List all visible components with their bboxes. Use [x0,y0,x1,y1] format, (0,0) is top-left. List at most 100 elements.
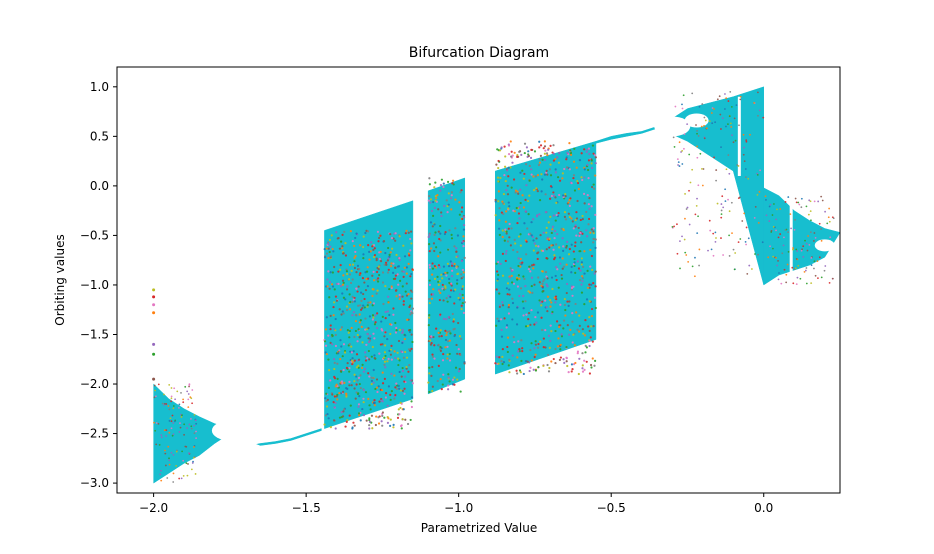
scatter-point [354,397,357,400]
scatter-point [543,140,546,143]
scatter-point [525,184,528,187]
scatter-point [451,378,455,381]
scatter-point [579,218,582,222]
scatter-point [719,113,722,116]
scatter-point [383,377,386,381]
scatter-point [555,278,558,282]
scatter-point [796,276,799,279]
x-tick-label: −1.0 [444,501,473,515]
scatter-point [583,202,586,205]
scatter-point [324,414,328,417]
scatter-point [433,206,436,209]
scatter-point [541,282,544,285]
scatter-point [566,151,569,154]
scatter-point [559,356,563,359]
scatter-point [410,400,413,403]
scatter-point [389,251,392,254]
scatter-point [521,169,524,172]
scatter-point [410,272,413,276]
scatter-point [571,368,574,371]
scatter-point [794,267,797,270]
scatter-point [591,268,594,272]
scatter-point [393,397,396,400]
scatter-point [672,136,675,139]
scatter-point [820,195,823,198]
scatter-point [345,288,349,291]
scatter-point [720,146,722,149]
scatter-point [534,175,537,178]
scatter-point [364,355,367,358]
scatter-point [341,245,344,248]
scatter-point [701,103,704,105]
scatter-point [344,254,348,257]
scatter-point [442,352,445,356]
chart-title: Bifurcation Diagram [409,45,549,61]
scatter-point [382,302,385,306]
scatter-point [545,171,548,174]
scatter-point [332,358,336,361]
scatter-point [390,286,393,290]
scatter-point [436,275,439,278]
scatter-point [505,210,508,213]
scatter-point [770,229,773,232]
scatter-point [428,183,431,186]
scatter-point [330,333,334,337]
scatter-point [433,277,437,281]
scatter-point [332,419,336,422]
y-tick-label: −1.0 [80,278,109,292]
scatter-point [155,422,158,424]
scatter-point [764,195,767,198]
scatter-point [499,262,502,265]
scatter-point [552,357,555,361]
scatter-point [547,353,550,357]
y-axis-ticks: 1.00.50.0−0.5−1.0−1.5−2.0−2.5−3.0 [80,80,117,490]
scatter-point [573,261,576,264]
scatter-point [348,308,352,311]
scatter-point [367,243,370,247]
scatter-point [532,267,535,270]
scatter-point [588,339,591,342]
scatter-point [394,331,398,334]
scatter-point [408,330,412,333]
scatter-point [581,280,584,283]
scatter-point [373,399,376,402]
x-tick-label: 0.0 [754,501,773,515]
scatter-point [777,236,780,239]
scatter-point [375,386,379,389]
scatter-point [351,240,354,243]
scatter-point [731,134,733,137]
scatter-point [398,257,401,260]
scatter-point [390,285,393,288]
scatter-point [178,406,180,409]
scatter-point [186,390,189,393]
scatter-point [438,237,441,241]
scatter-point [569,197,572,200]
scatter-point [401,366,404,370]
scatter-point [531,291,534,294]
scatter-point [506,350,509,354]
scatter-point [555,266,558,269]
scatter-point [396,416,400,419]
scatter-point [392,237,395,240]
scatter-point [371,314,375,317]
scatter-point [340,411,343,414]
scatter-point [548,237,551,240]
scatter-point [502,361,506,364]
scatter-point [432,200,435,204]
scatter-point [810,264,813,267]
scatter-point [442,299,445,302]
scatter-point [746,272,749,275]
scatter-point [571,320,574,323]
scatter-point [451,269,454,272]
scatter-point [505,326,508,329]
scatter-point [362,389,365,392]
scatter-point [681,163,684,165]
scatter-point [756,174,759,176]
scatter-point [530,342,533,345]
scatter-point [505,249,508,253]
scatter-point [570,363,574,366]
scatter-point [352,311,356,314]
scatter-point [401,285,404,288]
scatter-point [730,201,733,204]
scatter-point [576,199,579,203]
